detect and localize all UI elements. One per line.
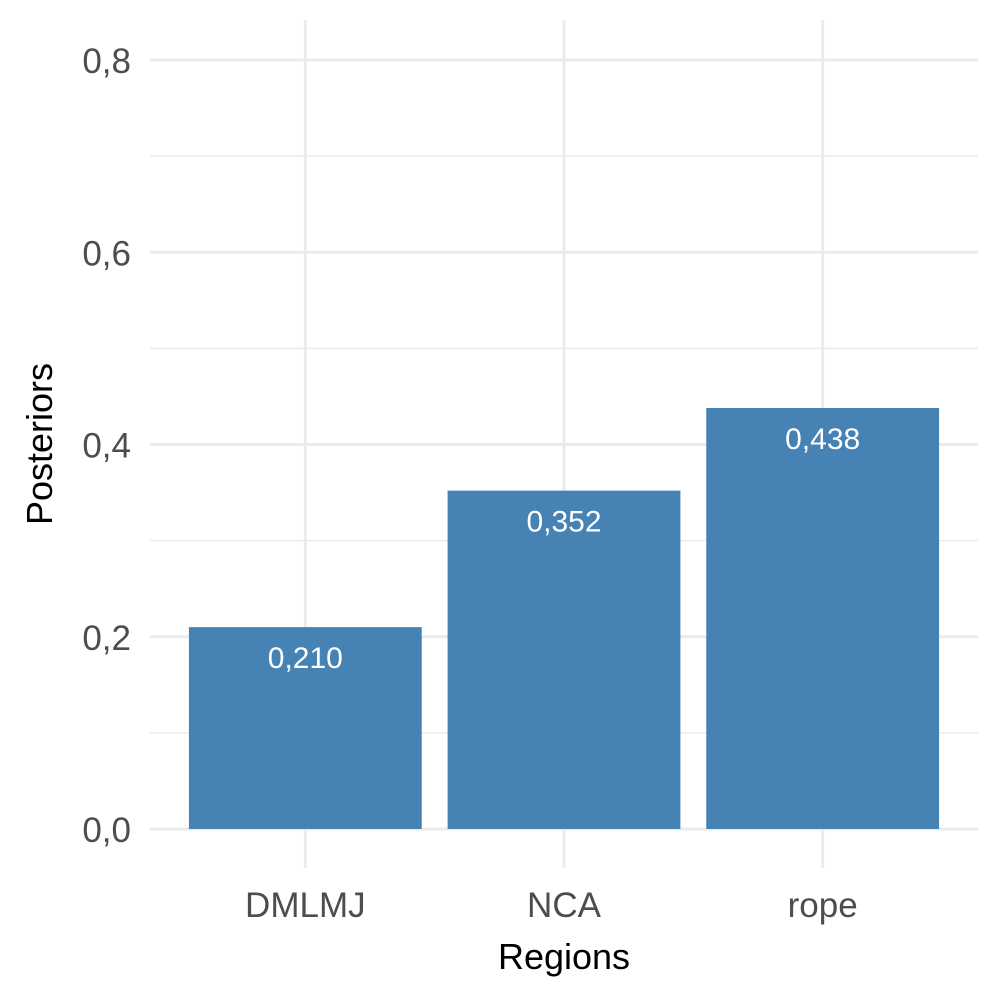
x-tick-label: DMLMJ [245, 886, 366, 925]
x-axis-tick-labels: DMLMJ NCA rope [245, 886, 858, 925]
y-axis-tick-labels: 0,0 0,2 0,4 0,6 0,8 [82, 42, 131, 850]
bar-rope [706, 407, 940, 829]
y-axis-title: Posteriors [19, 363, 60, 525]
bar-value-label: 0,352 [526, 506, 601, 539]
bar-value-label: 0,210 [268, 642, 343, 675]
y-tick-label: 0,8 [82, 42, 131, 81]
bar-value-labels: 0,210 0,352 0,438 [268, 423, 860, 675]
x-axis-title: Regions [498, 936, 630, 977]
y-tick-label: 0,2 [82, 619, 131, 658]
bar-nca [447, 490, 681, 829]
y-tick-label: 0,4 [82, 427, 131, 466]
y-tick-label: 0,0 [82, 811, 131, 850]
bar-dmlmj [188, 627, 422, 829]
y-tick-label: 0,6 [82, 234, 131, 273]
bars [188, 407, 940, 829]
bar-value-label: 0,438 [785, 423, 860, 456]
x-tick-label: rope [788, 886, 858, 925]
x-tick-label: NCA [527, 886, 602, 925]
